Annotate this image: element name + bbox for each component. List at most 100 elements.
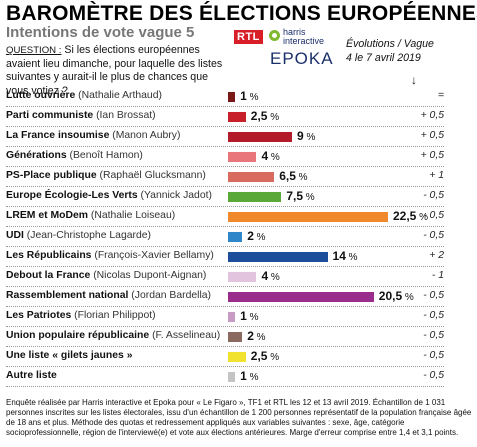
party-label: Générations <box>6 150 67 161</box>
bar <box>228 232 243 242</box>
down-arrow-icon: ↓ <box>411 73 417 87</box>
value-number: 1 <box>240 309 247 323</box>
chart-subtitle: Intentions de vote vague 5 <box>6 24 195 41</box>
value-number: 7,5 <box>286 189 304 203</box>
chart-row: PS-Place publique (Raphaël Glucksmann) 6,… <box>6 168 444 187</box>
percent-unit: % <box>416 212 429 223</box>
percent-unit: % <box>246 312 259 323</box>
evolution-value: - 0,5 <box>423 190 444 201</box>
bar <box>228 132 292 142</box>
party-label: LREM et MoDem <box>6 210 88 221</box>
party-label: PS-Place publique <box>6 170 97 181</box>
evolution-value: + 0,5 <box>420 110 444 121</box>
value-label: 2 % <box>247 329 265 343</box>
candidate-label: (Yannick Jadot) <box>137 190 212 201</box>
bar <box>228 332 243 342</box>
question-text: Si les élections européennes avaient lie… <box>6 44 223 97</box>
percent-unit: % <box>295 172 308 183</box>
value-number: 9 <box>297 129 304 143</box>
chart-row: Union populaire républicaine (F. Asselin… <box>6 328 444 347</box>
evolution-value: - 0,5 <box>423 330 444 341</box>
candidate-label: (Ian Brossat) <box>93 110 156 121</box>
candidate-label: (Jean-Christophe Lagarde) <box>23 230 151 241</box>
value-label: 2 % <box>247 229 265 243</box>
value-number: 2 <box>247 329 254 343</box>
value-number: 1 <box>240 89 247 103</box>
party-label: Rassemblement national <box>6 290 129 301</box>
evolution-value: - 0,5 <box>423 290 444 301</box>
chart-row: Générations (Benoît Hamon) 4 % + 0,5 <box>6 148 444 167</box>
percent-unit: % <box>402 292 414 303</box>
evolution-value: + 0,5 <box>420 130 444 141</box>
percent-unit: % <box>303 192 315 203</box>
evolution-value: - 1 <box>431 270 444 281</box>
value-label: 14 % <box>333 249 358 263</box>
chart-row: Europe Écologie-Les Verts (Yannick Jadot… <box>6 188 444 207</box>
chart-row: Les Patriotes (Florian Philippot) 1 % - 0,… <box>6 308 444 327</box>
party-label: Les Républicains <box>6 250 92 261</box>
candidate-label: (Raphaël Glucksmann) <box>96 170 206 181</box>
bar <box>228 152 257 162</box>
chart-row: Les Républicains (François-Xavier Bellam… <box>6 248 444 267</box>
value-number: 2,5 <box>250 109 268 123</box>
percent-unit: % <box>345 252 358 263</box>
list-name: Rassemblement national (Jordan Bardella) <box>6 290 211 301</box>
value-label: 1 % <box>240 369 258 383</box>
pollster-logos: RTL harris interactive EPOKA <box>234 28 334 69</box>
evolution-value: - 0,5 <box>423 370 444 381</box>
value-label: 9 % <box>297 129 315 143</box>
party-label: La France insoumise <box>6 130 110 141</box>
chart-row: Autre liste 1 % - 0,5 <box>6 368 444 387</box>
list-name: Europe Écologie-Les Verts (Yannick Jadot… <box>6 190 212 201</box>
rtl-logo: RTL <box>234 30 263 44</box>
list-name: Lutte ouvrière (Nathalie Arthaud) <box>6 90 162 101</box>
value-label: 2,5 % <box>251 349 279 363</box>
value-label: 4 % <box>261 269 279 283</box>
evolution-value: + 1 <box>429 170 444 181</box>
percent-unit: % <box>268 272 280 283</box>
chart-row: Debout la France (Nicolas Dupont-Aignan)… <box>6 268 444 287</box>
party-label: Les Patriotes <box>6 310 72 321</box>
list-name: Parti communiste (Ian Brossat) <box>6 110 156 121</box>
bar <box>228 312 236 322</box>
value-label: 6,5 % <box>279 169 307 183</box>
list-name: Union populaire républicaine (F. Asselin… <box>6 330 220 341</box>
value-number: 2,5 <box>250 349 268 363</box>
party-label: Europe Écologie-Les Verts <box>6 190 138 201</box>
value-number: 4 <box>261 149 269 163</box>
bar <box>228 112 246 122</box>
percent-unit: % <box>246 92 259 103</box>
value-label: 22,5 % <box>393 209 428 223</box>
party-label: UDI <box>6 230 24 241</box>
list-name: Debout la France (Nicolas Dupont-Aignan) <box>6 270 206 281</box>
list-name: LREM et MoDem (Nathalie Loiseau) <box>6 210 175 221</box>
bar <box>228 192 282 202</box>
party-label: Lutte ouvrière <box>6 90 76 101</box>
bar <box>228 372 236 382</box>
evolution-value: = <box>437 90 444 101</box>
value-label: 4 % <box>261 149 279 163</box>
list-name: Les Républicains (François-Xavier Bellam… <box>6 250 214 261</box>
percent-unit: % <box>267 112 280 123</box>
value-label: 20,5 % <box>379 289 414 303</box>
party-label: Une liste « gilets jaunes » <box>6 350 133 361</box>
party-label: Autre liste <box>6 370 57 381</box>
question-block: QUESTION : Si les élections européennes … <box>6 44 228 98</box>
value-label: 2,5 % <box>251 109 279 123</box>
bar <box>228 252 328 262</box>
epoka-logo: EPOKA <box>270 49 334 68</box>
percent-unit: % <box>303 132 316 143</box>
list-name: Générations (Benoît Hamon) <box>6 150 143 161</box>
candidate-label: (Nathalie Loiseau) <box>87 210 176 221</box>
chart-row: Parti communiste (Ian Brossat) 2,5 % + 0,5 <box>6 108 444 127</box>
value-number: 20,5 <box>378 289 403 303</box>
bar <box>228 172 275 182</box>
value-number: 4 <box>261 269 269 283</box>
candidate-label: (Benoît Hamon) <box>66 150 143 161</box>
list-name: UDI (Jean-Christophe Lagarde) <box>6 230 151 241</box>
methodology-note: Enquête réalisée par Harris interactive … <box>6 398 472 437</box>
party-label: Parti communiste <box>6 110 94 121</box>
chart-row: Une liste « gilets jaunes » 2,5 % - 0,5 <box>6 348 444 367</box>
candidate-label: (Nicolas Dupont-Aignan) <box>90 270 207 281</box>
chart-row: Lutte ouvrière (Nathalie Arthaud) 1 % = <box>6 88 444 107</box>
